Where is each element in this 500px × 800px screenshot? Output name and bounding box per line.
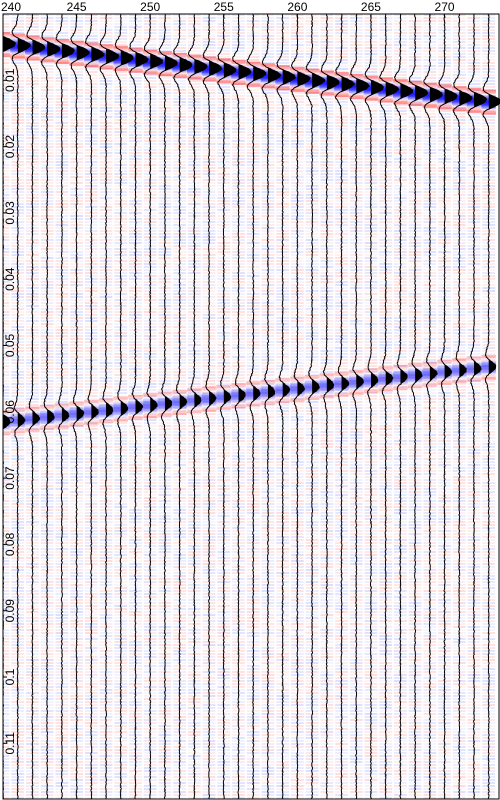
y-axis: 0.01 0.02 0.03 0.04 0.05 0.06 0.07 0.08 0.09 0.1 0… [3,68,17,755]
y-tick-label: 0.06 [3,400,17,424]
wiggle-trace-250 [143,14,163,799]
y-tick-label: 0.02 [3,135,17,159]
wiggle-trace-267 [393,14,414,799]
wiggle-trace-268 [408,14,429,799]
wiggle-trace-262 [320,14,340,799]
wiggle-trace-266 [379,14,400,799]
wiggle-trace-247 [99,14,120,799]
wiggle-trace-263 [335,14,356,799]
y-tick-label: 0.05 [3,333,17,357]
wiggle-layer [3,14,500,799]
wiggle-trace-254 [202,14,223,799]
y-tick-label: 0.01 [3,68,17,92]
y-tick-label: 0.11 [3,732,17,755]
wiggle-trace-248 [114,14,134,799]
x-tick-label: 255 [214,0,234,14]
wiggle-trace-243 [40,14,61,799]
y-tick-label: 0.1 [3,668,17,685]
x-tick-label: 240 [1,0,21,14]
wiggle-trace-253 [187,14,208,799]
wiggle-trace-244 [55,14,75,799]
y-tick-label: 0.03 [3,201,17,225]
wiggle-trace-251 [158,14,178,799]
x-tick-label: 270 [435,0,455,14]
wiggle-trace-271 [452,14,473,799]
x-tick-label: 245 [67,0,87,14]
wiggle-trace-252 [173,14,193,799]
plot-frame [2,13,500,800]
wiggle-trace-264 [349,14,370,799]
wiggle-trace-249 [129,14,149,799]
wiggle-trace-269 [423,14,443,799]
wiggle-trace-256 [231,14,252,799]
x-tick-label: 265 [361,0,381,14]
wiggle-trace-242 [26,14,46,799]
wiggle-trace-257 [246,14,267,799]
wiggle-trace-265 [364,14,384,799]
wiggle-trace-270 [438,14,458,799]
wiggle-trace-259 [276,14,296,799]
wiggle-trace-245 [70,14,90,799]
wiggle-trace-241 [11,14,31,799]
y-tick-label: 0.09 [3,599,17,623]
wiggle-trace-246 [84,14,105,799]
wiggle-trace-258 [261,14,282,799]
x-tick-label: 250 [140,0,160,14]
wiggle-trace-273 [482,14,500,799]
x-axis: 240 245 250 255 260 265 270 [1,0,455,18]
y-tick-label: 0.08 [3,532,17,556]
wiggle-trace-272 [467,14,487,799]
y-tick-label: 0.04 [3,267,17,291]
x-tick-label: 260 [287,0,307,14]
wiggle-trace-260 [290,14,311,799]
wiggle-trace-261 [305,14,326,799]
wiggle-trace-255 [217,14,237,799]
plot-background [3,14,500,799]
y-tick-label: 0.07 [3,466,17,490]
